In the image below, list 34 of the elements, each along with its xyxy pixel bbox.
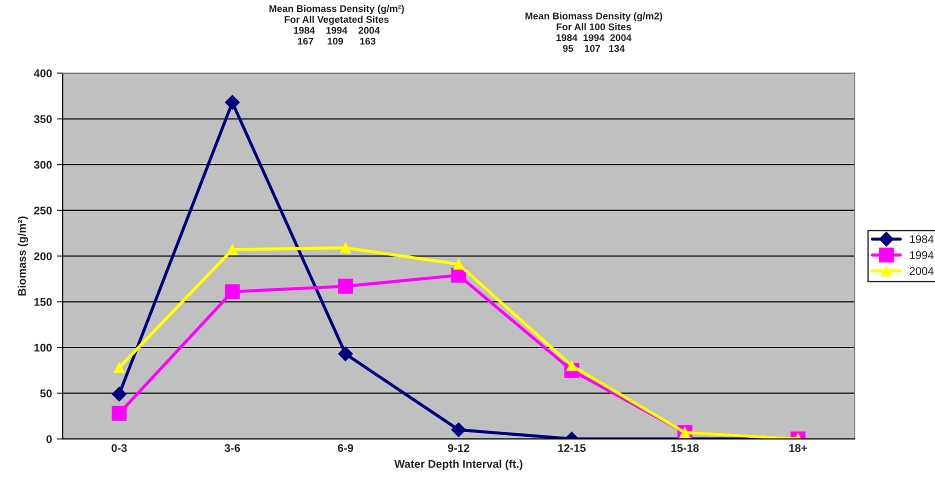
y-tick-label: 100 bbox=[34, 344, 52, 352]
y-tick-label: 0 bbox=[46, 435, 52, 444]
text: Mean Biomass Density (g/m²) For All Vegetated Sites 1984 1994 2004 167 109 163 bbox=[269, 4, 404, 45]
x-tick-label: 15-18 bbox=[671, 444, 699, 452]
point bbox=[224, 95, 240, 110]
legend-label: 1984 bbox=[910, 235, 934, 244]
y-tick-label: 150 bbox=[34, 298, 52, 306]
x-axis-title: Water Depth Interval (ft.) bbox=[394, 460, 522, 470]
y-tick-label: 300 bbox=[34, 160, 52, 169]
legend-label: 2004 bbox=[910, 267, 934, 275]
x-tick-label: 6-9 bbox=[338, 444, 354, 452]
y-axis-title: Biomass (g/m²) bbox=[18, 216, 28, 296]
point bbox=[453, 258, 464, 270]
point bbox=[112, 386, 127, 402]
x-tick-label: 12-15 bbox=[558, 444, 586, 452]
point bbox=[340, 242, 351, 254]
point bbox=[451, 422, 466, 438]
point bbox=[114, 362, 125, 374]
point bbox=[112, 406, 127, 421]
point bbox=[338, 346, 353, 362]
legend-label: 1994 bbox=[910, 251, 934, 260]
y-tick-label: 250 bbox=[34, 206, 52, 214]
x-tick-label: 0-3 bbox=[112, 444, 127, 452]
x-tick-label: 9-12 bbox=[448, 444, 470, 452]
y-tick-label: 350 bbox=[34, 115, 52, 124]
text: Mean Biomass Density (g/m2) For All 100 Sites 1984 1994 2004 95 107 134 bbox=[525, 12, 662, 52]
x-tick-label: 3-6 bbox=[224, 444, 240, 452]
y-tick-label: 200 bbox=[34, 252, 52, 260]
point bbox=[338, 278, 353, 294]
x-tick-label: 18+ bbox=[789, 444, 807, 452]
y-tick-label: 50 bbox=[40, 389, 52, 398]
point bbox=[226, 244, 238, 256]
point bbox=[224, 284, 240, 300]
y-tick-label: 400 bbox=[34, 69, 52, 78]
